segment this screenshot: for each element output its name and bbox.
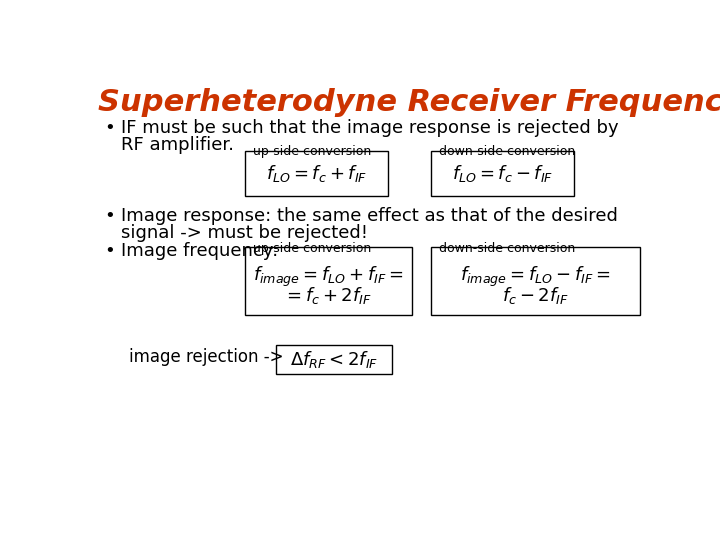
Text: $\Delta f_{RF} < 2f_{IF}$: $\Delta f_{RF} < 2f_{IF}$ xyxy=(290,349,378,370)
Text: signal -> must be rejected!: signal -> must be rejected! xyxy=(121,224,368,242)
FancyBboxPatch shape xyxy=(276,345,392,374)
Text: $f_c - 2f_{IF}$: $f_c - 2f_{IF}$ xyxy=(503,285,569,306)
Text: •: • xyxy=(104,207,114,225)
Text: image rejection ->: image rejection -> xyxy=(129,348,284,366)
Text: up-side conversion: up-side conversion xyxy=(253,242,371,255)
Text: $f_{image} = f_{LO} - f_{IF} =$: $f_{image} = f_{LO} - f_{IF} =$ xyxy=(460,265,611,289)
FancyBboxPatch shape xyxy=(431,151,575,195)
Text: •: • xyxy=(104,119,114,137)
Text: Image frequency:: Image frequency: xyxy=(121,242,289,260)
Text: up-side conversion: up-side conversion xyxy=(253,145,371,158)
Text: $f_{LO} = f_c + f_{IF}$: $f_{LO} = f_c + f_{IF}$ xyxy=(266,163,367,184)
Text: $f_{LO} = f_c - f_{IF}$: $f_{LO} = f_c - f_{IF}$ xyxy=(451,163,553,184)
Text: down-side conversion: down-side conversion xyxy=(438,145,575,158)
Text: $= f_c + 2f_{IF}$: $= f_c + 2f_{IF}$ xyxy=(284,285,372,306)
Text: •: • xyxy=(104,242,114,260)
FancyBboxPatch shape xyxy=(245,151,388,195)
Text: $f_{image} = f_{LO} + f_{IF} =$: $f_{image} = f_{LO} + f_{IF} =$ xyxy=(253,265,403,289)
FancyBboxPatch shape xyxy=(431,247,640,315)
Text: down-side conversion: down-side conversion xyxy=(438,242,575,255)
Text: RF amplifier.: RF amplifier. xyxy=(121,136,234,154)
FancyBboxPatch shape xyxy=(245,247,412,315)
Text: IF must be such that the image response is rejected by: IF must be such that the image response … xyxy=(121,119,618,137)
Text: Image response: the same effect as that of the desired: Image response: the same effect as that … xyxy=(121,207,618,225)
Text: Superheterodyne Receiver Frequencies: Superheterodyne Receiver Frequencies xyxy=(98,88,720,117)
